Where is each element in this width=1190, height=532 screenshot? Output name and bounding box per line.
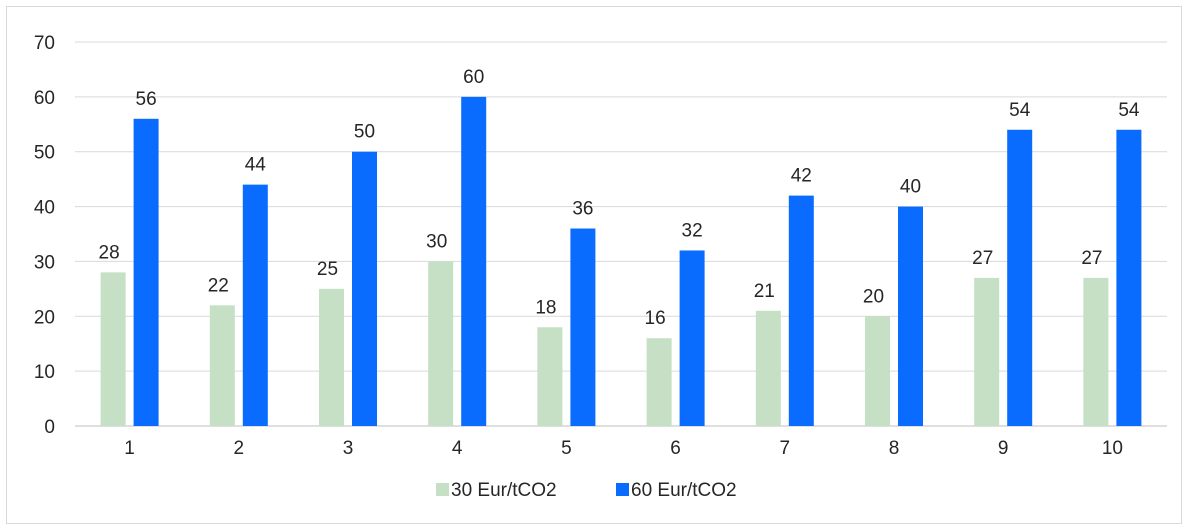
bar-series-2: [788, 195, 814, 426]
bar-series-2: [133, 118, 159, 427]
bar-series-1: [319, 288, 344, 426]
data-label: 21: [754, 281, 775, 302]
x-tick-label: 8: [889, 438, 900, 459]
bar-series-2: [679, 250, 705, 426]
x-axis-ticks: 1 2 3 4 5 6 7 8 9 10: [124, 438, 1123, 459]
y-tick-label: 20: [34, 307, 55, 328]
gridlines: [75, 41, 1167, 427]
legend-label: 60 Eur/tCO2: [631, 480, 737, 501]
bar-series-1: [100, 272, 126, 426]
x-tick-label: 4: [452, 438, 463, 459]
x-tick-label: 9: [998, 438, 1009, 459]
y-tick-label: 60: [34, 88, 55, 109]
data-label: 18: [535, 297, 556, 318]
data-label: 32: [682, 220, 703, 241]
bar-series-1: [428, 261, 454, 426]
y-axis-ticks: 0 10 20 30 40 50 60 70: [34, 33, 55, 438]
data-label: 44: [245, 155, 267, 176]
bar-series-1: [1083, 277, 1109, 426]
bar-series-1: [865, 316, 890, 426]
x-tick-label: 10: [1102, 438, 1123, 459]
bar-series-2: [570, 228, 596, 426]
legend-label: 30 Eur/tCO2: [451, 480, 557, 501]
bar-series-2: [352, 151, 377, 426]
x-tick-label: 7: [780, 438, 791, 459]
data-label: 27: [1081, 248, 1102, 269]
data-label: 54: [1118, 100, 1140, 121]
bars: [100, 96, 1142, 427]
data-labels: 28 56 22 44 25 50 30 60 18 36 16 32 21 42 20 40 27 54 27 54: [99, 67, 1140, 329]
data-label: 25: [317, 259, 338, 280]
y-tick-label: 10: [34, 362, 55, 383]
data-label: 30: [426, 231, 447, 252]
x-tick-label: 2: [234, 438, 245, 459]
data-label: 22: [208, 275, 229, 296]
data-label: 42: [791, 166, 812, 187]
data-label: 20: [863, 286, 884, 307]
x-tick-label: 6: [670, 438, 681, 459]
data-label: 16: [645, 308, 666, 329]
y-tick-label: 70: [34, 33, 55, 54]
y-tick-label: 30: [34, 252, 55, 273]
x-tick-label: 1: [124, 438, 135, 459]
data-label: 36: [572, 199, 593, 220]
y-tick-label: 50: [34, 143, 55, 164]
y-tick-label: 40: [34, 198, 55, 219]
bar-series-2: [461, 96, 487, 426]
data-label: 50: [354, 122, 375, 143]
data-label: 56: [136, 89, 157, 110]
bar-series-2: [1116, 129, 1142, 426]
data-label: 40: [900, 177, 921, 198]
bar-series-1: [646, 338, 672, 426]
legend-swatch: [436, 483, 449, 496]
bar-series-1: [974, 277, 1000, 426]
x-tick-label: 3: [343, 438, 354, 459]
x-tick-label: 5: [561, 438, 572, 459]
y-tick-label: 0: [44, 417, 55, 438]
bar-series-2: [898, 206, 923, 426]
bar-series-2: [242, 184, 268, 426]
data-label: 27: [972, 248, 993, 269]
data-label: 28: [99, 242, 120, 263]
legend-swatch: [616, 483, 629, 496]
data-label: 54: [1009, 100, 1031, 121]
bar-series-2: [1007, 129, 1033, 426]
legend: 30 Eur/tCO2 60 Eur/tCO2: [436, 480, 737, 501]
chart-frame: 0 10 20 30 40 50 60 70 28 56 22 44 25 50 30 60 18 36 16 32…: [6, 6, 1182, 524]
bar-series-1: [209, 305, 235, 426]
bar-series-1: [755, 310, 781, 426]
bar-series-1: [537, 327, 563, 426]
data-label: 60: [463, 67, 484, 88]
